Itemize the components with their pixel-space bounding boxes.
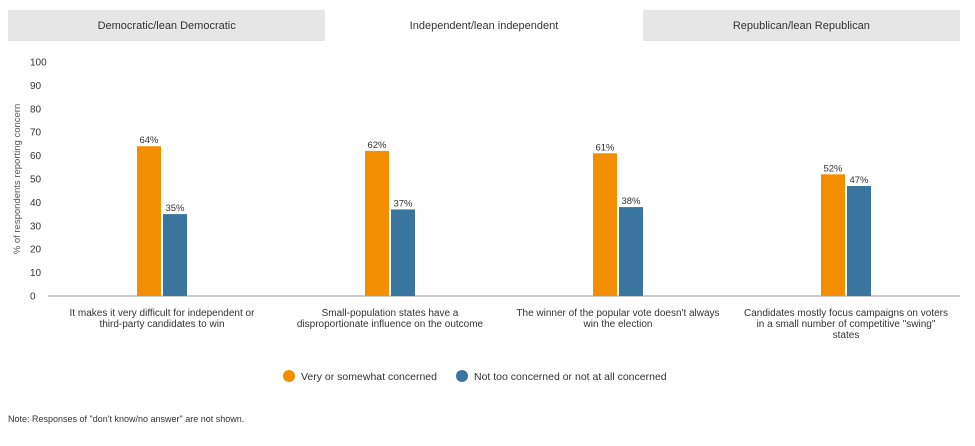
chart-note: Note: Responses of "don't know/no answer… bbox=[8, 414, 245, 424]
bar bbox=[619, 207, 643, 296]
legend-entry: Not too concerned or not at all concerne… bbox=[474, 371, 667, 383]
tab-independent[interactable]: Independent/lean independent bbox=[325, 10, 643, 41]
legend-swatch bbox=[456, 370, 468, 382]
legend-entry: Very or somewhat concerned bbox=[301, 371, 437, 383]
bar-chart: % of respondents reporting concern 0 10 20 3… bbox=[12, 58, 960, 383]
y-tick-label: 90 bbox=[30, 81, 42, 92]
data-label: 37% bbox=[393, 198, 413, 209]
category-label: states bbox=[833, 330, 860, 341]
group-tabs: Democratic/lean Democratic Independent/l… bbox=[8, 10, 960, 41]
y-tick-label: 60 bbox=[30, 151, 42, 162]
y-tick-label: 20 bbox=[30, 245, 42, 256]
y-axis-title: % of respondents reporting concern bbox=[12, 104, 23, 255]
y-tick-label: 40 bbox=[30, 198, 42, 209]
category-label: in a small number of competitive "swing" bbox=[757, 319, 936, 330]
y-tick-label: 80 bbox=[30, 104, 42, 115]
data-label: 38% bbox=[621, 196, 641, 207]
bar bbox=[847, 186, 871, 296]
tab-republican[interactable]: Republican/lean Republican bbox=[642, 10, 960, 41]
tab-democratic[interactable]: Democratic/lean Democratic bbox=[8, 10, 326, 41]
data-label: 52% bbox=[823, 163, 843, 174]
bar bbox=[137, 146, 161, 296]
y-tick-label: 10 bbox=[30, 268, 42, 279]
y-tick-label: 30 bbox=[30, 221, 42, 232]
y-tick-label: 70 bbox=[30, 128, 42, 139]
category-label: win the election bbox=[583, 319, 653, 330]
y-tick-label: 50 bbox=[30, 175, 42, 186]
bar bbox=[163, 214, 187, 296]
bar bbox=[391, 209, 415, 296]
legend-swatch bbox=[283, 370, 295, 382]
category-label: The winner of the popular vote doesn't a… bbox=[516, 308, 719, 319]
bar bbox=[821, 174, 845, 296]
bar bbox=[593, 153, 617, 296]
bar bbox=[365, 150, 389, 296]
category-label: disproportionate influence on the outcom… bbox=[297, 319, 484, 330]
data-label: 35% bbox=[165, 203, 185, 214]
category-label: Small-population states have a bbox=[322, 308, 459, 319]
data-label: 61% bbox=[595, 142, 615, 153]
data-label: 47% bbox=[849, 175, 869, 186]
category-label: It makes it very difficult for independe… bbox=[70, 308, 256, 319]
y-tick-label: 100 bbox=[30, 58, 47, 69]
category-label: third-party candidates to win bbox=[99, 319, 224, 330]
data-label: 64% bbox=[139, 135, 159, 146]
data-label: 62% bbox=[367, 140, 387, 151]
category-label: Candidates mostly focus campaigns on vot… bbox=[744, 308, 948, 319]
y-tick-label: 0 bbox=[30, 292, 36, 303]
